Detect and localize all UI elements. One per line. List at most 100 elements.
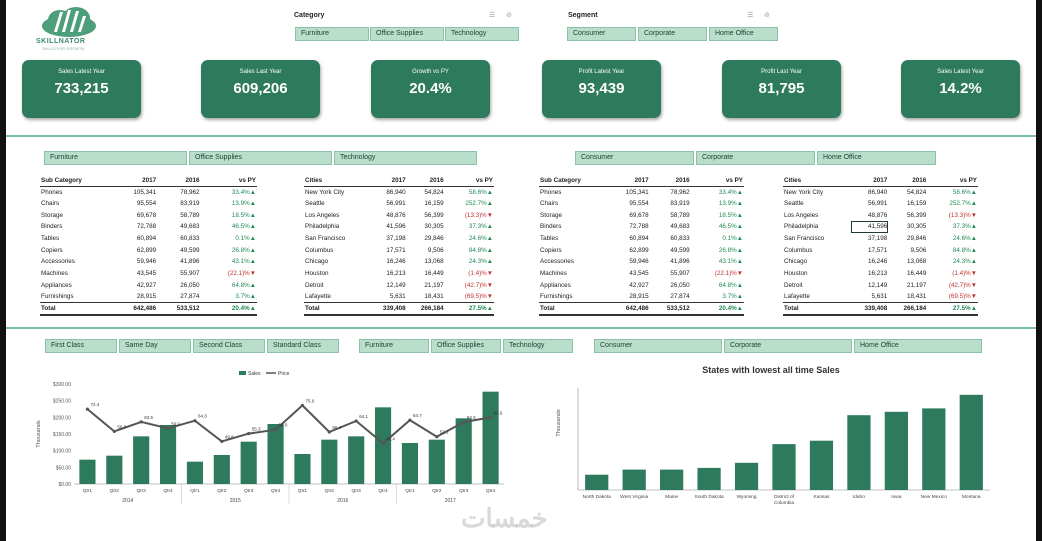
table-cell[interactable]: Furnishings <box>41 293 74 301</box>
slicer-segment-home-office[interactable]: Home Office <box>709 27 778 41</box>
table-cell[interactable]: Columbus <box>305 246 334 254</box>
table-cell[interactable]: 5,631 <box>389 293 406 301</box>
table-cell[interactable]: 27,874 <box>180 293 200 301</box>
table-cell[interactable]: 252.7%▲ <box>465 200 493 208</box>
sales-bar[interactable] <box>321 439 338 484</box>
column-header[interactable]: Cities <box>783 176 852 187</box>
table-cell[interactable]: 64.8%▲ <box>718 281 743 289</box>
table-cell[interactable]: 56,991 <box>386 200 406 208</box>
table-cell[interactable]: Houston <box>305 270 329 278</box>
table-cell[interactable]: 3.7%▲ <box>722 293 743 301</box>
table-cell[interactable]: Appliances <box>41 281 72 289</box>
table-cell[interactable]: 41,596 <box>386 223 406 231</box>
table-cell[interactable]: 42,927 <box>629 281 649 289</box>
price-point[interactable] <box>300 403 305 408</box>
table-cell[interactable]: 46.5%▲ <box>231 223 256 231</box>
sales-bar[interactable] <box>79 459 96 484</box>
table-cell[interactable]: Appliances <box>540 281 571 289</box>
table-cell[interactable]: 95,554 <box>629 200 649 208</box>
table-cell[interactable]: (1.4)%▼ <box>952 270 977 278</box>
table-cell[interactable]: 16,246 <box>868 258 888 266</box>
table-cell[interactable]: New York City <box>784 188 824 196</box>
table-cell[interactable]: 28,915 <box>136 293 157 301</box>
table-cell[interactable]: 49,599 <box>670 246 690 254</box>
table-cell[interactable]: 83,919 <box>180 200 200 208</box>
slicer-clear-filter-icon[interactable]: ⊘ <box>764 12 776 19</box>
table-cell[interactable]: 13.9%▲ <box>718 200 743 208</box>
slicer-clear-filter-icon[interactable]: ⊘ <box>506 12 518 19</box>
price-point[interactable] <box>488 415 493 420</box>
table-cell[interactable]: 83,919 <box>670 200 690 208</box>
state-sales-bar[interactable] <box>585 474 609 490</box>
table-cell[interactable]: Columbus <box>784 246 813 254</box>
table-cell[interactable]: 86,940 <box>386 188 406 196</box>
table-cell[interactable]: Chicago <box>305 258 329 266</box>
table-cell[interactable]: Philadelphia <box>305 223 340 231</box>
price-point[interactable] <box>435 435 439 439</box>
table-cell[interactable]: 84.8%▲ <box>952 246 977 254</box>
table-cell[interactable]: Seattle <box>784 200 804 208</box>
table-cell[interactable]: 18,431 <box>424 293 444 301</box>
table-cell[interactable]: 69,678 <box>136 211 157 219</box>
table-cell[interactable]: (13.3)%▼ <box>464 211 493 219</box>
sales-bar[interactable] <box>428 439 445 484</box>
table-cell[interactable]: Phones <box>540 188 562 196</box>
table-cell[interactable]: 252.7%▲ <box>949 200 977 208</box>
table-cell[interactable]: 49,683 <box>180 223 200 231</box>
table-cell[interactable]: (69.5)%▼ <box>464 293 493 301</box>
price-point[interactable] <box>327 430 331 434</box>
table-cell[interactable]: 37,198 <box>386 235 406 243</box>
column-header[interactable]: Cities <box>304 176 371 187</box>
table-cell[interactable]: 33.4%▲ <box>231 188 256 196</box>
state-sales-bar[interactable] <box>959 394 983 490</box>
table-cell[interactable]: 28,915 <box>629 293 649 301</box>
table-cell[interactable]: Detroit <box>784 281 803 289</box>
column-header[interactable]: vs PY <box>690 176 744 187</box>
table-cell[interactable]: 41,896 <box>180 258 200 266</box>
slicer-segment-consumer[interactable]: Consumer <box>567 27 636 41</box>
table-cell[interactable]: 37.3%▲ <box>468 223 493 231</box>
table-cell[interactable]: Copiers <box>540 246 562 254</box>
table-cell[interactable]: 54,824 <box>907 188 927 196</box>
table-cell[interactable]: 78,962 <box>180 188 200 196</box>
sales-bar[interactable] <box>160 425 177 484</box>
table-cell[interactable]: 16,449 <box>424 270 444 278</box>
table-cell[interactable]: 24.3%▲ <box>952 258 977 266</box>
table-cell[interactable]: 5,631 <box>871 293 888 301</box>
table-cell[interactable]: Storage <box>41 211 64 219</box>
column-header[interactable]: 2017 <box>115 176 158 187</box>
state-sales-bar[interactable] <box>884 411 908 490</box>
table-cell[interactable]: 41,596 <box>851 221 889 233</box>
price-point[interactable] <box>462 420 466 424</box>
filter-segment-home-office[interactable]: Home Office <box>817 151 936 165</box>
table-cell[interactable]: 24.3%▲ <box>468 258 493 266</box>
table-cell[interactable]: Phones <box>41 188 63 196</box>
table-cell[interactable]: 48,876 <box>386 211 406 219</box>
table-cell[interactable]: Seattle <box>305 200 325 208</box>
table-cell[interactable]: 58,789 <box>180 211 200 219</box>
column-header[interactable]: 2017 <box>370 176 407 187</box>
sales-bar[interactable] <box>240 441 257 484</box>
sales-bar[interactable] <box>106 455 123 484</box>
column-header[interactable]: 2016 <box>888 176 928 187</box>
table-cell[interactable]: Furnishings <box>540 293 573 301</box>
table-cell[interactable]: 29,846 <box>424 235 444 243</box>
filter-segment-corporate[interactable]: Corporate <box>696 151 815 165</box>
table-cell[interactable]: 105,341 <box>133 188 157 196</box>
table-cell[interactable]: 16,213 <box>868 270 888 278</box>
filter-category-office-supplies[interactable]: Office Supplies <box>189 151 332 165</box>
table-cell[interactable]: 58.6%▲ <box>952 188 977 196</box>
price-point[interactable] <box>408 418 412 422</box>
column-header[interactable]: 2016 <box>406 176 445 187</box>
table-cell[interactable]: Storage <box>540 211 563 219</box>
table-cell[interactable]: 42,927 <box>136 281 157 289</box>
table-cell[interactable]: Chairs <box>41 200 60 208</box>
filter-segment-home-office[interactable]: Home Office <box>854 339 982 353</box>
filter-ship-standard-class[interactable]: Standard Class <box>267 339 339 353</box>
column-header[interactable]: 2017 <box>851 176 889 187</box>
table-cell[interactable]: San Francisco <box>305 235 346 243</box>
slicer-multiselect-icon[interactable]: ☰ <box>747 12 760 19</box>
table-cell[interactable]: 105,341 <box>625 188 649 196</box>
table-cell[interactable]: 13,068 <box>907 258 927 266</box>
table-cell[interactable]: Machines <box>540 270 567 278</box>
